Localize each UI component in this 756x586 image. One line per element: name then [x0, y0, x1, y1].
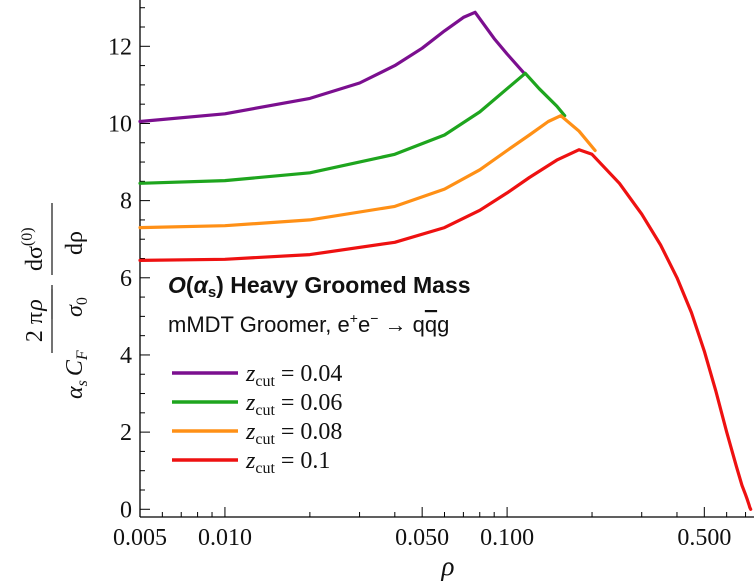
- series-line-3: [138, 114, 597, 230]
- y-tick-label: 8: [120, 189, 132, 215]
- legend-label-3: zcut = 0.08: [245, 419, 342, 448]
- y-title-rho: ρ: [22, 299, 48, 312]
- y-title-dsigma: dσ(0): [19, 227, 48, 271]
- y-tick-label: 6: [120, 266, 132, 292]
- x-ticks: 0.005 0.010 0.050 0.100 0.500: [113, 507, 747, 551]
- y-tick-label: 10: [108, 111, 132, 137]
- y-title-drho: dρ: [62, 231, 88, 255]
- y-title-denominator-2: σ0: [62, 297, 91, 317]
- y-title-two-pi: 2 π: [22, 312, 48, 342]
- series-line-4: [138, 148, 753, 511]
- series-line-1: [138, 10, 526, 124]
- axes: 0.005 0.010 0.050 0.100 0.500 0 2 4 6 8 10 12: [108, 0, 754, 551]
- chart-subtitle: mMDT Groomer, e+e− → qqg: [168, 310, 449, 337]
- series-layer: [138, 10, 753, 511]
- y-tick-label: 4: [120, 343, 132, 369]
- y-tick-label: 12: [108, 34, 132, 60]
- x-tick-label: 0.500: [677, 525, 731, 551]
- legend-label-2: zcut = 0.06: [245, 390, 342, 419]
- legend-label-4: zcut = 0.1: [245, 448, 330, 477]
- x-tick-label: 0.005: [113, 525, 167, 551]
- x-axis-title: ρ: [441, 551, 455, 581]
- y-ticks: 0 2 4 6 8 10 12: [108, 7, 150, 523]
- x-tick-label: 0.050: [395, 525, 449, 551]
- y-tick-label: 0: [120, 497, 132, 523]
- x-tick-label: 0.100: [480, 525, 534, 551]
- y-tick-label: 2: [120, 420, 132, 446]
- legend-label-1: zcut = 0.04: [245, 361, 342, 390]
- y-axis-title: 2 π αsCF ρ σ0 dσ(0) dρ: [19, 203, 91, 399]
- x-tick-label: 0.010: [198, 525, 252, 551]
- chart-title: O(αs) Heavy Groomed Mass: [168, 272, 471, 301]
- series-line-2: [138, 71, 567, 185]
- y-title-denominator-1: αsCF: [62, 350, 91, 399]
